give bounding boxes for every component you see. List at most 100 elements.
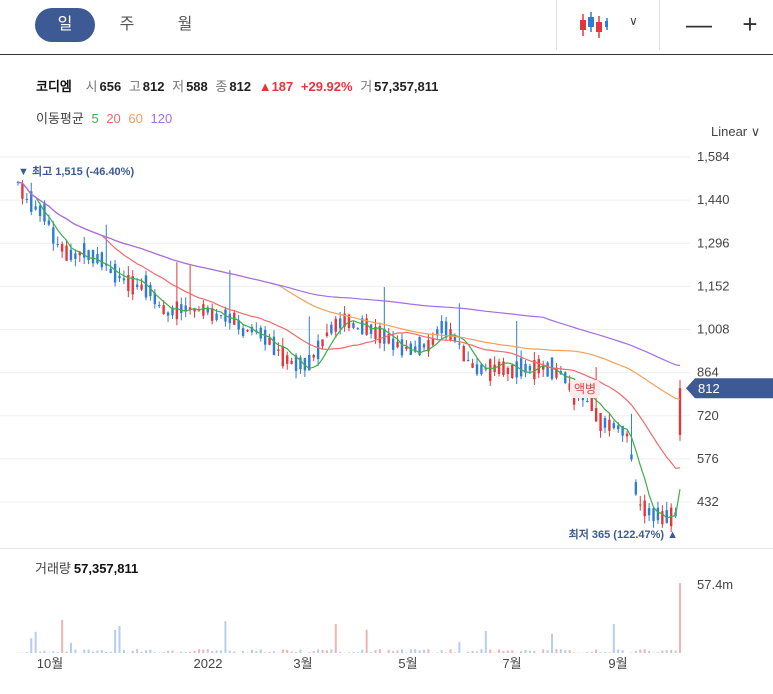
volume-bar — [361, 649, 364, 653]
volume-bar — [259, 649, 262, 653]
candle-body — [303, 357, 307, 371]
volume-bar — [233, 651, 236, 653]
volume-bar — [621, 650, 624, 653]
candle-body — [131, 276, 134, 295]
high-annotation: ▼ 최고 1,515 (-46.40%) — [18, 164, 134, 178]
x-tick-label: 10월 — [37, 656, 63, 671]
candle-body — [21, 183, 24, 199]
candle-body — [69, 249, 73, 260]
chart-type-selector[interactable]: ∨ — [556, 0, 660, 50]
x-tick-label: 5월 — [398, 656, 417, 671]
candle-body — [135, 284, 139, 288]
candle-body — [489, 359, 492, 381]
candle-body — [52, 227, 55, 244]
volume-bar — [153, 652, 156, 653]
volume-bar — [471, 651, 474, 653]
volume-bar — [290, 651, 293, 653]
current-price-label: 812 — [698, 381, 720, 396]
candle-body — [466, 359, 470, 361]
zoom-out-button[interactable]: — — [686, 9, 712, 39]
candle-body — [568, 383, 571, 391]
candle-body — [418, 336, 421, 356]
volume-bar — [136, 649, 139, 653]
candle-body — [652, 508, 655, 522]
ma-120-line — [17, 181, 681, 367]
y-tick-label: 1,440 — [697, 192, 730, 207]
volume-bar — [498, 649, 501, 653]
ma-label: 이동평균 — [36, 111, 84, 126]
tab-week[interactable]: 주 — [119, 16, 135, 33]
x-tick-label: 7월 — [502, 656, 521, 671]
volume-bar — [25, 652, 28, 653]
y-tick-label: 720 — [697, 408, 719, 423]
candle-body — [149, 284, 152, 297]
y-tick-label: 576 — [697, 451, 719, 466]
candle-body — [374, 326, 377, 339]
volume-bar — [74, 649, 77, 653]
low-annotation: 최저 365 (122.47%) ▲ — [569, 527, 678, 541]
volume-axis-label: 57.4m — [697, 577, 733, 592]
candle-body — [286, 355, 289, 364]
volume-bar — [511, 650, 514, 653]
volume-bar — [105, 651, 108, 653]
volume-bar — [378, 649, 381, 653]
volume-bar — [480, 649, 483, 653]
volume-bar — [348, 652, 350, 653]
candle-body — [458, 343, 461, 345]
price-chart[interactable]: 1,584 1,440 1,296 1,152 1,008 864 720 576 432 812… — [0, 140, 773, 550]
candle-body — [533, 360, 536, 380]
y-tick-label: 432 — [697, 494, 719, 509]
volume-bar — [193, 650, 196, 653]
candle-body — [162, 305, 165, 315]
volume-bar — [475, 651, 478, 653]
volume-bar — [555, 649, 558, 653]
candle-body — [228, 313, 232, 324]
candle-body — [334, 318, 337, 332]
volume-bar — [634, 650, 637, 653]
candlestick-icon — [580, 12, 608, 38]
volume-bar — [339, 651, 342, 653]
volume-bar — [458, 642, 461, 653]
volume-bar — [255, 651, 258, 653]
volume-bar — [189, 651, 192, 653]
volume-bar — [122, 649, 125, 653]
candle-body — [325, 332, 329, 336]
volume-bar — [83, 649, 86, 653]
candle-body — [440, 321, 443, 334]
volume-bar — [109, 651, 112, 653]
volume-bar — [374, 649, 377, 653]
candle-body — [202, 304, 205, 316]
zoom-in-button[interactable]: + — [742, 9, 758, 39]
candle-body — [506, 368, 510, 374]
current-price-tag — [686, 378, 773, 399]
candle-body — [91, 249, 95, 264]
candle-body — [427, 340, 430, 352]
scale-selector[interactable]: Linear ∨ — [711, 124, 761, 139]
volume-bar — [661, 650, 664, 653]
ma-60: 60 — [128, 111, 143, 126]
volume-bar — [228, 650, 231, 653]
volume-bar — [330, 649, 333, 653]
candle-body — [188, 307, 192, 311]
candle-body — [109, 268, 112, 273]
volume-bar — [92, 651, 95, 653]
volume-bar — [559, 649, 562, 653]
volume-bar — [140, 651, 143, 653]
volume-bar — [250, 649, 253, 653]
open-value: 656 — [99, 79, 122, 94]
candle-body — [661, 511, 664, 525]
volume-bar — [325, 650, 328, 653]
volume-bar — [312, 651, 315, 653]
volume-bar — [39, 651, 42, 653]
candle-body — [444, 321, 448, 338]
tab-month[interactable]: 월 — [177, 16, 193, 33]
candle-body — [564, 372, 567, 383]
candle-body — [338, 318, 342, 329]
volume-bar — [440, 650, 443, 653]
candle-body — [330, 324, 333, 334]
tab-day[interactable]: 일 — [35, 8, 95, 42]
ma-20: 20 — [106, 111, 121, 126]
volume-bar — [599, 652, 602, 653]
volume-bar — [317, 649, 320, 653]
candle-body — [405, 346, 408, 349]
